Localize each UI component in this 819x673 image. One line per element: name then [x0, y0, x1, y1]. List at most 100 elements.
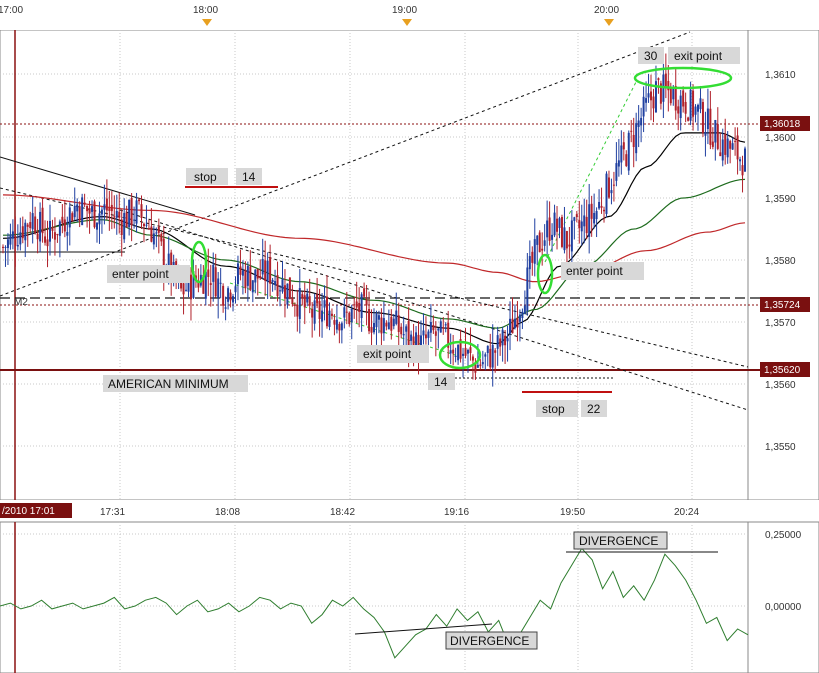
- candle-body: [711, 141, 714, 147]
- candle-body: [73, 205, 76, 218]
- candle-body: [147, 228, 150, 230]
- candle-body: [24, 222, 27, 241]
- candle-body: [558, 218, 561, 229]
- candle-body: [635, 123, 638, 154]
- candle-body: [583, 215, 586, 227]
- candle-body: [568, 244, 571, 247]
- candle-body: [162, 238, 165, 270]
- candle-body: [308, 296, 311, 306]
- candle-body: [533, 239, 536, 264]
- candle-body: [321, 310, 324, 322]
- candle-body: [699, 98, 702, 110]
- candle-body: [311, 308, 314, 318]
- candle-body: [704, 132, 707, 136]
- candle-body: [19, 232, 22, 245]
- candle-body: [541, 248, 544, 251]
- candle-body: [511, 318, 514, 334]
- candle-body: [58, 221, 61, 236]
- candle-body: [140, 204, 143, 218]
- candle-body: [51, 226, 54, 231]
- candle-body: [133, 219, 136, 221]
- price-flag-3: [760, 362, 810, 377]
- candle-body: [14, 236, 17, 246]
- candle-body: [563, 227, 566, 251]
- candle-body: [674, 86, 677, 111]
- candle-body: [269, 257, 272, 284]
- divergence-label-top: DIVERGENCE: [579, 534, 658, 548]
- candle-body: [16, 245, 19, 247]
- time-label-1700: 17:00: [0, 5, 23, 16]
- candle-body: [427, 331, 430, 338]
- candle-body: [462, 353, 465, 356]
- candle-body: [491, 344, 494, 368]
- candle-body: [6, 239, 9, 249]
- stop-label-1: stop: [194, 170, 217, 184]
- candle-body: [442, 327, 445, 329]
- candle-body: [565, 231, 568, 249]
- candle-body: [741, 165, 744, 176]
- exit-ellipse-2: [633, 66, 733, 90]
- stop-value-2: 22: [587, 402, 601, 416]
- candle-body: [76, 204, 79, 212]
- american-minimum-label: AMERICAN MINIMUM: [108, 377, 229, 391]
- time-label: 18:42: [330, 507, 355, 518]
- candle-body: [697, 104, 700, 112]
- enter-label-1: enter point: [112, 267, 169, 281]
- candle-body: [207, 269, 210, 277]
- candle-body: [588, 204, 591, 237]
- candle-body: [523, 305, 526, 314]
- candle-body: [669, 88, 672, 104]
- price-tick: 1,3580: [765, 256, 796, 267]
- divergence-label-bottom: DIVERGENCE: [450, 634, 529, 648]
- candle-body: [605, 173, 608, 214]
- candle-body: [551, 234, 554, 240]
- candle-body: [44, 236, 47, 243]
- candle-body: [123, 212, 126, 240]
- candle-body: [729, 141, 732, 149]
- time-label: 19:50: [560, 507, 585, 518]
- price-axis: 1,3610 1,3600 1,3590 1,3580 1,3570 1,356…: [760, 70, 810, 453]
- candle-body: [185, 289, 188, 291]
- candle-body: [370, 326, 373, 333]
- candle-body: [486, 345, 489, 354]
- candle-body: [266, 260, 269, 282]
- candle-body: [479, 364, 482, 367]
- indicator-axis-panel: [747, 521, 819, 673]
- candle-body: [209, 283, 212, 285]
- candle-body: [410, 334, 413, 341]
- candle-body: [157, 226, 160, 233]
- candle-body: [180, 277, 183, 289]
- candle-body: [603, 209, 606, 212]
- candle-body: [622, 142, 625, 150]
- candle-body: [469, 347, 472, 354]
- candle-body: [29, 222, 32, 229]
- candle-body: [68, 207, 71, 228]
- candle-body: [664, 73, 667, 87]
- stop-label-2: stop: [542, 402, 565, 416]
- candle-body: [293, 304, 296, 307]
- time-label-1900: 19:00: [392, 5, 417, 16]
- candle-body: [593, 212, 596, 224]
- candle-body: [21, 226, 24, 239]
- time-marker-arrow: [604, 19, 614, 26]
- candle-body: [202, 274, 205, 294]
- candle-body: [476, 364, 479, 368]
- candle-body: [160, 233, 163, 242]
- candle-body: [31, 213, 34, 230]
- candle-body: [350, 308, 353, 323]
- candle-body: [125, 212, 128, 228]
- candle-body: [439, 321, 442, 333]
- candle-body: [283, 285, 286, 299]
- candle-body: [56, 233, 59, 236]
- candle-body: [251, 280, 254, 293]
- candle-body: [471, 356, 474, 361]
- time-label: 20:24: [674, 507, 699, 518]
- candle-body: [340, 323, 343, 331]
- candle-body: [526, 267, 529, 312]
- candle-body: [2, 246, 4, 248]
- candle-body: [36, 233, 39, 240]
- candle-body: [390, 316, 393, 331]
- candle-body: [244, 270, 247, 289]
- candle-body: [78, 206, 81, 221]
